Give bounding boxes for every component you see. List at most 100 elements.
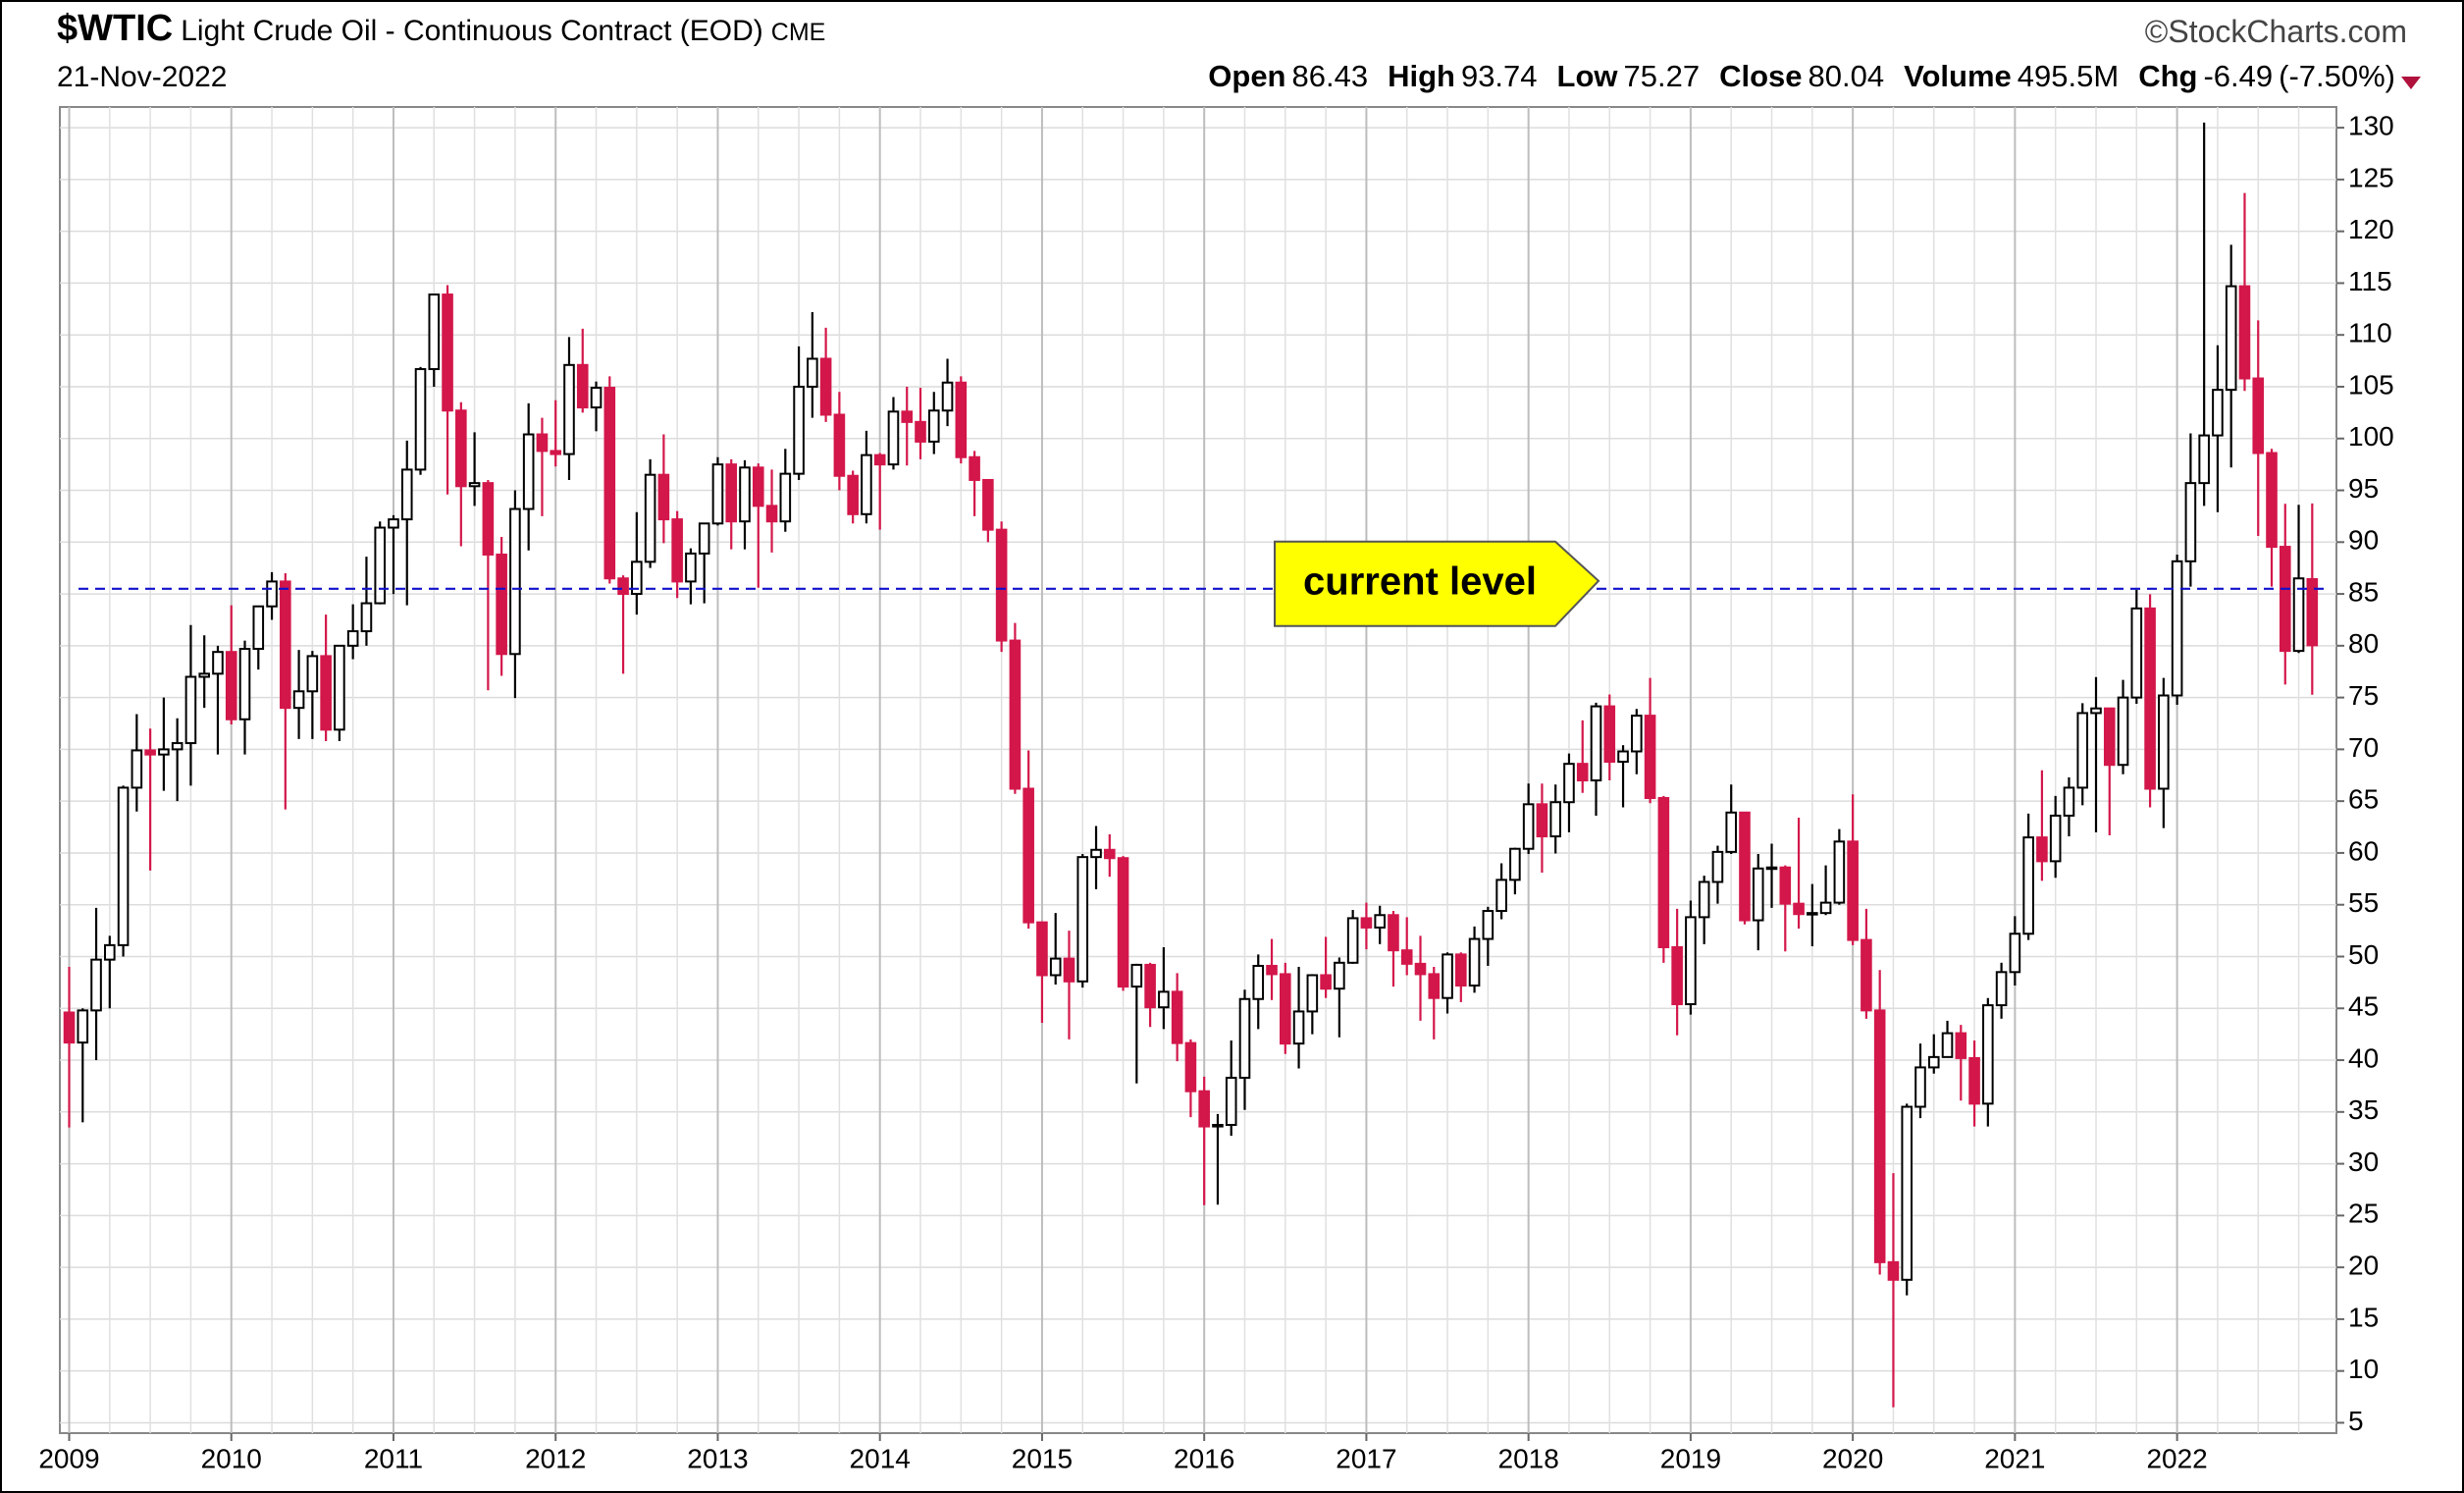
candle-body [1158, 990, 1170, 1009]
candle-body [360, 602, 373, 633]
y-tick-label: 45 [2348, 991, 2379, 1022]
candle-body [1252, 964, 1265, 1000]
candle-body [2009, 933, 2021, 974]
y-tick-label: 30 [2348, 1146, 2379, 1177]
symbol: $WTIC [57, 8, 174, 49]
candle-body [941, 381, 954, 412]
candle-body [2252, 377, 2265, 454]
candle-body [927, 409, 940, 443]
candle-body [1995, 971, 2008, 1007]
candle-body [2103, 707, 2116, 767]
candle-body [2225, 285, 2237, 392]
y-tick-label: 75 [2348, 680, 2379, 711]
candle-body [617, 577, 629, 596]
x-tick-label: 2017 [1336, 1443, 1396, 1473]
candle-body [1861, 938, 1872, 1012]
candle-body [468, 482, 481, 488]
x-tick-label: 2012 [525, 1443, 586, 1473]
candle-body [901, 410, 914, 423]
x-tick-label: 2010 [201, 1443, 262, 1473]
y-tick-label: 130 [2348, 111, 2394, 141]
candle-body [1266, 964, 1278, 976]
candle-body [807, 357, 818, 388]
candle-body [1671, 945, 1683, 1006]
candle-body [644, 473, 656, 563]
candle-body [198, 672, 210, 678]
y-tick-label: 85 [2348, 576, 2379, 607]
y-tick-label: 80 [2348, 628, 2379, 659]
stat-value: 495.5M [2017, 59, 2120, 93]
y-tick-label: 35 [2348, 1094, 2379, 1125]
annotation: current level [1303, 560, 1537, 603]
candle-body [400, 468, 413, 521]
candle-body [631, 560, 643, 596]
candle-body [455, 409, 467, 488]
candle-body [739, 466, 751, 523]
candle-body [2306, 577, 2319, 647]
candle-body [1198, 1090, 1210, 1128]
y-tick-label: 65 [2348, 784, 2379, 815]
candle-body [2130, 607, 2143, 699]
candle-body [2158, 694, 2170, 790]
candle-body [1982, 1004, 1994, 1105]
candle-body [131, 749, 143, 789]
candle-body [1388, 914, 1399, 952]
candle-body [2171, 560, 2183, 697]
candle-body [1374, 914, 1386, 929]
candle-body [1063, 957, 1075, 983]
y-tick-label: 110 [2348, 318, 2392, 348]
candle-body [1117, 857, 1129, 988]
candle-body [1184, 1041, 1197, 1093]
candle-body [90, 958, 102, 1012]
candle-body [388, 518, 399, 529]
candle-body [2266, 452, 2278, 549]
candle-body [833, 413, 846, 477]
candle-body [536, 433, 549, 453]
candle-body [1022, 787, 1034, 924]
candle-body [1847, 840, 1859, 941]
candle-body [1292, 1010, 1305, 1045]
candle-body [1509, 847, 1521, 881]
candle-body [1765, 866, 1778, 871]
candle-body [442, 293, 453, 412]
candle-body [2063, 786, 2075, 817]
candle-body [2212, 389, 2224, 437]
header-title: $WTIC Light Crude Oil - Continuous Contra… [57, 8, 825, 50]
y-tick-label: 5 [2348, 1406, 2364, 1436]
stat-value: 86.43 [1291, 59, 1369, 93]
y-tick-label: 25 [2348, 1199, 2379, 1229]
candle-body [428, 293, 441, 371]
candle-body [1103, 848, 1116, 860]
candle-body [2076, 712, 2089, 789]
candle-body [779, 472, 792, 523]
candle-body [144, 749, 156, 756]
candle-body [1280, 973, 1291, 1045]
x-tick-label: 2009 [38, 1443, 99, 1473]
candle-body [1819, 901, 1832, 915]
x-tick-label: 2022 [2146, 1443, 2207, 1473]
candle-body [496, 553, 507, 656]
candle-body [1400, 949, 1413, 965]
candle-body [1955, 1032, 1967, 1059]
candle-body [550, 450, 562, 455]
candle-body [1779, 866, 1792, 905]
candle-body [887, 410, 900, 466]
candle-body [2279, 546, 2291, 653]
stat-value: 75.27 [1623, 59, 1701, 93]
candle-body [2117, 696, 2129, 767]
candle-body [1927, 1055, 1940, 1069]
x-tick-label: 2014 [850, 1443, 911, 1473]
candle-body [1090, 848, 1102, 859]
stat-label: Open [1208, 59, 1286, 93]
candle-body [819, 357, 832, 416]
candle-body [995, 528, 1008, 642]
candle-body [1698, 880, 1710, 919]
candle-body [1873, 1009, 1886, 1263]
y-tick-label: 70 [2348, 732, 2379, 763]
candle-body [1320, 974, 1332, 990]
candle-body [1334, 961, 1345, 990]
stat-value: -6.49 [2203, 59, 2274, 93]
candle-body [1685, 916, 1697, 1006]
x-tick-label: 2015 [1012, 1443, 1073, 1473]
candle-body [1455, 953, 1467, 987]
